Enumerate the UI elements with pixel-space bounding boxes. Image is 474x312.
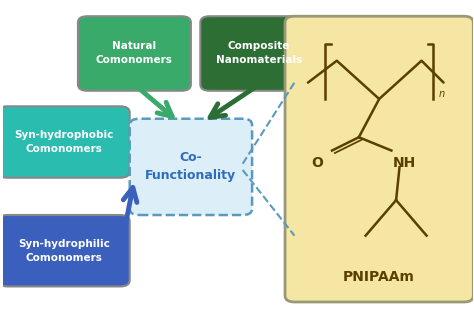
FancyBboxPatch shape	[78, 16, 191, 91]
Text: Syn-hydrophobic
Comonomers: Syn-hydrophobic Comonomers	[14, 130, 113, 154]
Text: Co-
Functionality: Co- Functionality	[146, 151, 237, 183]
FancyBboxPatch shape	[0, 106, 130, 178]
Text: NH: NH	[393, 156, 416, 170]
FancyBboxPatch shape	[130, 119, 252, 215]
Text: PNIPAAm: PNIPAAm	[343, 270, 415, 284]
FancyBboxPatch shape	[201, 16, 318, 91]
Text: Natural
Comonomers: Natural Comonomers	[96, 41, 173, 66]
Text: Syn-hydrophilic
Comonomers: Syn-hydrophilic Comonomers	[18, 239, 110, 263]
FancyBboxPatch shape	[0, 215, 130, 286]
Text: n: n	[439, 90, 445, 100]
FancyBboxPatch shape	[285, 16, 474, 302]
Text: Composite
Nanomaterials: Composite Nanomaterials	[216, 41, 302, 66]
Text: O: O	[311, 156, 323, 170]
